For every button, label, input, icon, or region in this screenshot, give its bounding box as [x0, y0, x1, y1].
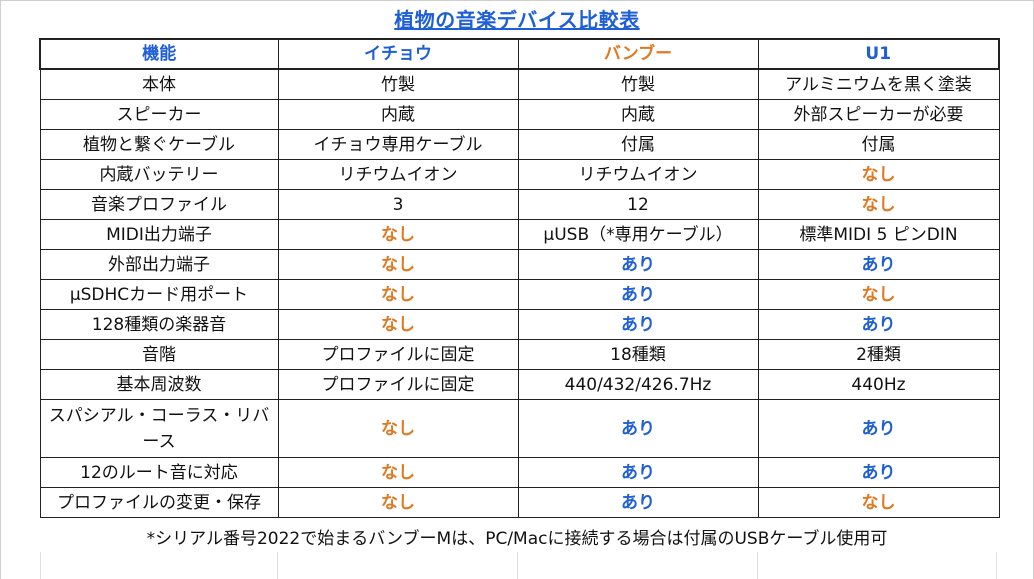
header-icho: イチョウ	[277, 38, 519, 70]
table-body: 本体 竹製 竹製 アルミニウムを黒く塗装 スピーカー 内蔵 内蔵 外部スピーカーが必要 植物と繋…	[39, 68, 1000, 518]
value-cell: 付属	[517, 129, 759, 160]
table-row: プロファイルの変更・保存 なし あり なし	[39, 487, 1000, 518]
value-cell: あり	[517, 309, 759, 340]
feature-cell: 内蔵バッテリー	[39, 159, 279, 190]
value-cell: 内蔵	[517, 99, 759, 130]
value-cell: なし	[757, 159, 1000, 190]
value-cell: なし	[277, 487, 519, 518]
grid-stub	[996, 552, 997, 579]
feature-cell: 音楽プロファイル	[39, 189, 279, 220]
feature-cell: 音階	[39, 339, 279, 370]
value-cell: なし	[757, 279, 1000, 310]
feature-cell: 12のルート音に対応	[39, 457, 279, 488]
grid-stub	[277, 552, 278, 579]
value-cell: 標準MIDI 5 ピンDIN	[757, 219, 1000, 250]
value-cell: リチウムイオン	[517, 159, 759, 190]
footnote: *シリアル番号2022で始まるバンブーMは、PC/Macに接続する場合は付属のU…	[146, 529, 888, 549]
value-cell: 440Hz	[757, 369, 1000, 400]
value-cell: あり	[517, 457, 759, 488]
feature-cell: 基本周波数	[39, 369, 279, 400]
table-row: 音楽プロファイル 3 12 なし	[39, 189, 1000, 220]
frame-left-border	[0, 0, 1, 579]
value-cell: 付属	[757, 129, 1000, 160]
table-row: 128種類の楽器音 なし あり あり	[39, 309, 1000, 340]
value-cell: なし	[757, 487, 1000, 518]
header-feature: 機能	[39, 38, 279, 70]
value-cell: なし	[277, 249, 519, 280]
value-cell: あり	[517, 249, 759, 280]
value-cell: なし	[277, 399, 519, 458]
table-row: 基本周波数 プロファイルに固定 440/432/426.7Hz 440Hz	[39, 369, 1000, 400]
value-cell: あり	[757, 249, 1000, 280]
feature-cell: μSDHCカード用ポート	[39, 279, 279, 310]
grid-stub	[757, 552, 758, 579]
table-row: 植物と繋ぐケーブル イチョウ専用ケーブル 付属 付属	[39, 129, 1000, 160]
value-cell: なし	[277, 457, 519, 488]
frame-top-border	[0, 0, 1034, 1]
grid-stub	[517, 552, 518, 579]
value-cell: あり	[517, 279, 759, 310]
table-row: 12のルート音に対応 なし あり あり	[39, 457, 1000, 488]
page-title: 植物の音楽デバイス比較表	[394, 8, 640, 32]
value-cell: 竹製	[517, 68, 759, 100]
table-row: μSDHCカード用ポート なし あり なし	[39, 279, 1000, 310]
value-cell: リチウムイオン	[277, 159, 519, 190]
grid-stub	[40, 552, 41, 579]
value-cell: あり	[757, 399, 1000, 458]
value-cell: 竹製	[277, 68, 519, 100]
table-row: スピーカー 内蔵 内蔵 外部スピーカーが必要	[39, 99, 1000, 130]
feature-cell: 外部出力端子	[39, 249, 279, 280]
value-cell: 18種類	[517, 339, 759, 370]
value-cell: 外部スピーカーが必要	[757, 99, 1000, 130]
table-row: 音階 プロファイルに固定 18種類 2種類	[39, 339, 1000, 370]
value-cell: プロファイルに固定	[277, 369, 519, 400]
value-cell: 440/432/426.7Hz	[517, 369, 759, 400]
value-cell: あり	[757, 309, 1000, 340]
value-cell: なし	[277, 279, 519, 310]
table-row: スパシアル・コーラス・リバース なし あり あり	[39, 399, 1000, 458]
value-cell: なし	[277, 309, 519, 340]
feature-cell: 128種類の楽器音	[39, 309, 279, 340]
header-u1: U1	[757, 38, 1000, 70]
value-cell: なし	[277, 219, 519, 250]
feature-cell: MIDI出力端子	[39, 219, 279, 250]
table-row: 内蔵バッテリー リチウムイオン リチウムイオン なし	[39, 159, 1000, 190]
value-cell: 12	[517, 189, 759, 220]
value-cell: μUSB（*専用ケーブル）	[517, 219, 759, 250]
value-cell: あり	[757, 457, 1000, 488]
comparison-table: 機能 イチョウ バンブー U1 本体 竹製 竹製 アルミニウムを黒く塗装 スピーカー 内蔵…	[39, 38, 1000, 518]
value-cell: なし	[757, 189, 1000, 220]
value-cell: アルミニウムを黒く塗装	[757, 68, 1000, 100]
value-cell: 3	[277, 189, 519, 220]
feature-cell: スピーカー	[39, 99, 279, 130]
header-bamboo: バンブー	[517, 38, 759, 70]
feature-cell: 植物と繋ぐケーブル	[39, 129, 279, 160]
table-row: 本体 竹製 竹製 アルミニウムを黒く塗装	[39, 68, 1000, 100]
value-cell: プロファイルに固定	[277, 339, 519, 370]
value-cell: 内蔵	[277, 99, 519, 130]
table-row: 外部出力端子 なし あり あり	[39, 249, 1000, 280]
feature-cell: スパシアル・コーラス・リバース	[39, 399, 279, 458]
value-cell: あり	[517, 487, 759, 518]
value-cell: イチョウ専用ケーブル	[277, 129, 519, 160]
header-row: 機能 イチョウ バンブー U1	[39, 38, 1000, 70]
value-cell: 2種類	[757, 339, 1000, 370]
table-row: MIDI出力端子 なし μUSB（*専用ケーブル） 標準MIDI 5 ピンDIN	[39, 219, 1000, 250]
value-cell: あり	[517, 399, 759, 458]
feature-cell: 本体	[39, 68, 279, 100]
feature-cell: プロファイルの変更・保存	[39, 487, 279, 518]
